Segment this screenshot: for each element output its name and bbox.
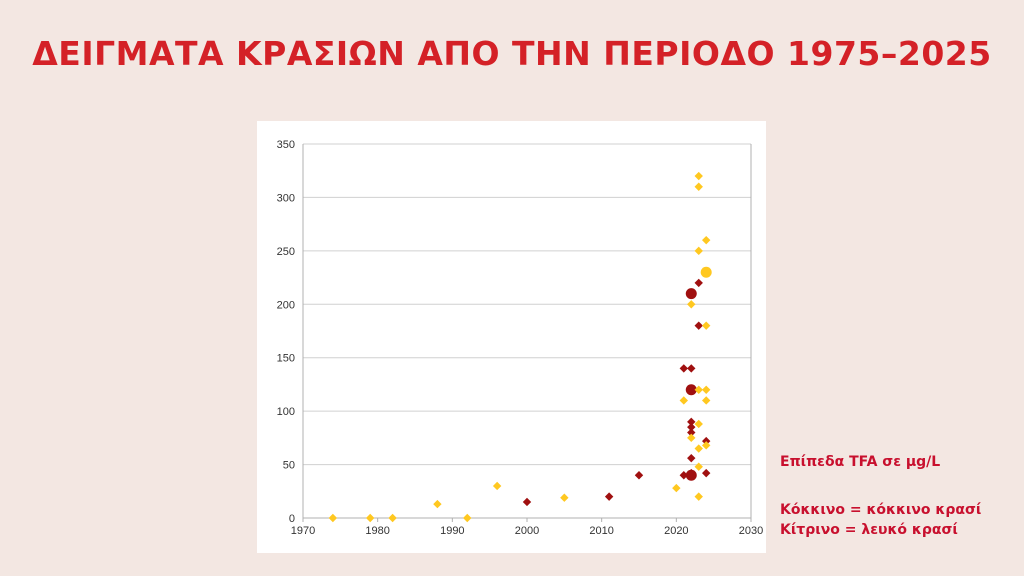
- red-wine-point: [687, 453, 696, 463]
- page-title: ΔΕΙΓΜΑΤΑ ΚΡΑΣΙΩΝ ΑΠΟ ΤΗΝ ΠΕΡΙΟΔΟ 1975–20…: [32, 34, 992, 73]
- white-wine-point: [560, 493, 569, 502]
- white-wine-point: [702, 321, 711, 330]
- red-wine-point: [522, 497, 532, 507]
- white-wine-point: [679, 396, 688, 405]
- x-tick-label: 2020: [664, 525, 688, 537]
- x-tick-label: 2030: [739, 525, 763, 537]
- white-wine-point: [672, 483, 681, 493]
- white-wine-point: [694, 492, 703, 501]
- red-wine-point: [634, 471, 644, 480]
- white-wine-point-large: [700, 266, 712, 278]
- white-wine-point: [366, 513, 375, 523]
- y-tick-label: 100: [277, 406, 295, 418]
- white-wine-point: [328, 513, 338, 523]
- red-wine-point: [694, 278, 703, 288]
- legend-white: Κίτρινο = λευκό κρασί: [780, 522, 958, 538]
- white-wine-point: [687, 300, 696, 309]
- red-wine-point: [694, 321, 703, 330]
- white-wine-point: [694, 246, 703, 256]
- white-wine-point: [388, 513, 397, 523]
- y-tick-label: 350: [277, 139, 295, 151]
- y-tick-label: 250: [277, 246, 295, 258]
- red-wine-point: [687, 364, 696, 373]
- white-wine-point: [702, 235, 711, 245]
- white-wine-point: [492, 481, 502, 491]
- white-wine-point: [702, 396, 711, 405]
- x-tick-label: 1970: [291, 525, 315, 537]
- red-wine-point-large: [685, 384, 697, 396]
- white-wine-point: [694, 444, 703, 453]
- white-wine-point: [463, 513, 472, 523]
- y-tick-label: 0: [289, 513, 295, 525]
- y-tick-label: 200: [277, 299, 295, 311]
- y-tick-label: 50: [283, 460, 295, 472]
- scatter-chart: 0 50 100 150 200 250 300 350 1970 1980 1990 2000 201…: [277, 139, 764, 537]
- notes-panel: Επίπεδα TFA σε μg/L Κόκκινο = κόκκινο κρ…: [780, 452, 1020, 540]
- x-tick-label: 1980: [365, 525, 389, 537]
- white-wine-point: [687, 433, 696, 443]
- white-wine-point: [702, 385, 711, 394]
- white-wine-point: [694, 419, 703, 429]
- red-wine-point: [679, 364, 688, 373]
- legend-red: Κόκκινο = κόκκινο κρασί: [780, 502, 982, 518]
- x-tick-label: 2000: [515, 525, 539, 537]
- x-tick-label: 1990: [440, 525, 464, 537]
- x-tick-label: 2010: [589, 525, 613, 537]
- y-tick-label: 300: [277, 192, 295, 204]
- white-wine-point: [433, 499, 442, 509]
- y-tick-label: 150: [277, 353, 295, 365]
- scatter-chart-card: 0 50 100 150 200 250 300 350 1970 1980 1990 2000 201…: [257, 121, 766, 553]
- red-wine-point-large: [685, 288, 697, 300]
- red-wine-point: [702, 468, 711, 478]
- unit-label: Επίπεδα TFA σε μg/L: [780, 454, 941, 470]
- red-wine-point: [604, 492, 614, 501]
- white-wine-point: [702, 441, 711, 450]
- white-wine-point: [694, 171, 703, 181]
- red-wine-point-large: [685, 469, 697, 481]
- white-wine-point: [694, 182, 703, 191]
- white-wine-point: [694, 462, 703, 471]
